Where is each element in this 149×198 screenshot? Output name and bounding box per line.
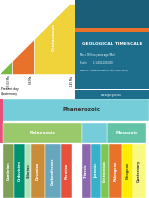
Text: Present day
Quaternary: Present day Quaternary bbox=[0, 87, 18, 96]
Text: Paleogene: Paleogene bbox=[114, 161, 117, 181]
Bar bbox=[91, 144, 101, 198]
Bar bbox=[122, 144, 133, 198]
Bar bbox=[34, 4, 74, 74]
Text: Cretaceous: Cretaceous bbox=[52, 24, 56, 51]
Text: Ordovician: Ordovician bbox=[18, 160, 22, 181]
Text: 23.03 Ma: 23.03 Ma bbox=[7, 76, 11, 88]
Text: 145 Ma: 145 Ma bbox=[70, 76, 74, 86]
Bar bbox=[12, 4, 34, 74]
Bar bbox=[0, 99, 3, 143]
Text: Devonian: Devonian bbox=[36, 162, 40, 180]
Text: Quaternary: Quaternary bbox=[137, 160, 141, 182]
Text: Triassic: Triassic bbox=[84, 163, 88, 178]
Text: Palaeozoic: Palaeozoic bbox=[29, 131, 56, 135]
Bar bbox=[82, 123, 107, 143]
Text: Mesozoic: Mesozoic bbox=[115, 131, 138, 135]
Bar bbox=[109, 144, 122, 198]
Bar bbox=[45, 144, 61, 198]
Bar bbox=[31, 144, 45, 198]
Polygon shape bbox=[0, 0, 74, 74]
Text: Neogene: Neogene bbox=[125, 162, 129, 179]
Bar bbox=[74, 28, 149, 32]
Bar bbox=[107, 123, 146, 143]
Text: Datum: Australian Datum 2020 (GDA2020): Datum: Australian Datum 2020 (GDA2020) bbox=[80, 69, 128, 71]
Bar bbox=[82, 144, 91, 198]
Bar bbox=[61, 144, 72, 198]
Text: Scale        1:1,000,000,000: Scale 1:1,000,000,000 bbox=[80, 61, 113, 65]
Bar bbox=[0, 99, 149, 121]
Text: Jurassic: Jurassic bbox=[94, 163, 98, 178]
Text: Phanerozoic: Phanerozoic bbox=[63, 107, 101, 112]
Bar bbox=[101, 144, 109, 198]
Text: Neogene: Neogene bbox=[4, 27, 8, 49]
Text: Ma = Million years ago (Ma): Ma = Million years ago (Ma) bbox=[80, 53, 115, 57]
Bar bbox=[74, 0, 149, 28]
Bar bbox=[14, 144, 25, 198]
Bar bbox=[74, 89, 149, 99]
Text: 66 Ma: 66 Ma bbox=[29, 76, 33, 84]
Text: Permian: Permian bbox=[65, 163, 69, 179]
Text: Cambrian: Cambrian bbox=[7, 161, 11, 180]
Text: Cretaceous: Cretaceous bbox=[103, 160, 107, 182]
Text: Paleogene: Paleogene bbox=[21, 25, 25, 50]
Text: GEOLOGICAL TIMESCALE: GEOLOGICAL TIMESCALE bbox=[82, 42, 142, 46]
Text: Carboniferous: Carboniferous bbox=[51, 157, 55, 185]
Bar bbox=[74, 90, 149, 99]
Bar bbox=[25, 144, 31, 198]
Text: Silurian: Silurian bbox=[26, 163, 30, 178]
Bar bbox=[3, 144, 14, 198]
Bar bbox=[3, 123, 82, 143]
Text: www.ga.gov.au: www.ga.gov.au bbox=[101, 92, 122, 97]
Bar bbox=[0, 4, 12, 74]
Bar bbox=[133, 144, 146, 198]
